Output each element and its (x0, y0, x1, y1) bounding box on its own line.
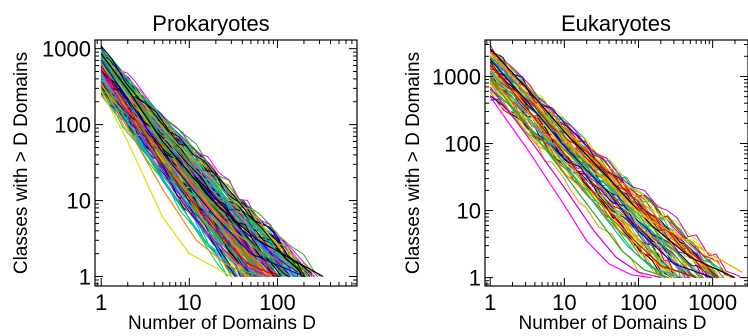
chart-title: Eukaryotes (561, 11, 671, 36)
curve-bundle (100, 45, 321, 277)
series-line-0 (489, 48, 736, 279)
series-line (489, 75, 661, 278)
x-tick-label: 100 (620, 290, 657, 315)
x-tick-label: 10 (552, 290, 576, 315)
panel-prokaryotes: 1 10 100 1 10 100 1000 Prokaryotes Number of Dom… (11, 11, 358, 334)
series-line-4 (489, 70, 684, 279)
y-tick-label: 10 (67, 189, 91, 214)
series-line (100, 82, 244, 277)
series-line-3 (100, 65, 278, 278)
minor-ticks (485, 40, 748, 286)
series-line-7 (100, 90, 232, 278)
series-line (100, 86, 236, 277)
x-axis-label: Number of Domains D (128, 313, 316, 334)
panel-eukaryotes: 1 10 100 1000 1 10 100 1000 Eukaryotes Number of … (403, 11, 748, 334)
series-line (489, 52, 732, 279)
series-line (489, 58, 713, 279)
series-line (100, 85, 273, 277)
series-line (100, 64, 273, 277)
series-line (101, 54, 299, 277)
y-axis-label: Classes with > D Domains (11, 52, 32, 274)
series-line-1 (489, 51, 743, 273)
series-line (489, 49, 681, 279)
series-line-0 (100, 51, 291, 277)
series-line-6 (489, 86, 661, 279)
plot-frame (94, 39, 358, 287)
series-line (489, 57, 741, 278)
x-tick-label: 10 (177, 290, 201, 315)
series-line (100, 48, 319, 277)
minor-ticks (95, 40, 358, 286)
x-tick-label: 100 (259, 290, 296, 315)
series-line-2 (489, 59, 713, 279)
series-line-5 (489, 79, 669, 279)
series-line-7 (489, 96, 652, 279)
chart-title: Prokaryotes (152, 11, 269, 36)
series-line-6 (100, 82, 252, 278)
curve-bundle (489, 44, 741, 279)
x-axis-label: Number of Domains D (519, 313, 707, 334)
series-line-3 (489, 64, 697, 279)
series-line (489, 57, 734, 279)
plot-frame (484, 39, 748, 287)
series-line (489, 95, 708, 278)
series-line-1 (100, 53, 324, 278)
y-tick-label: 1 (469, 266, 481, 291)
series-line (100, 45, 305, 277)
series-line-4 (100, 71, 270, 278)
x-tick-label: 1 (95, 290, 107, 315)
series-line-2 (100, 60, 305, 278)
y-tick-label: 100 (444, 132, 481, 157)
y-tick-label: 10 (457, 199, 481, 224)
y-tick-label: 100 (54, 113, 91, 138)
series-line (489, 81, 676, 278)
y-tick-label: 1000 (432, 64, 481, 89)
series-line (490, 68, 719, 278)
y-tick-label: 1 (79, 265, 91, 290)
x-tick-label: 1 (484, 290, 496, 315)
series-line (489, 83, 678, 278)
series-line (100, 54, 309, 277)
y-axis-label: Classes with > D Domains (403, 52, 424, 274)
x-tick-label: 1000 (688, 290, 737, 315)
y-tick-label: 1000 (42, 37, 91, 62)
